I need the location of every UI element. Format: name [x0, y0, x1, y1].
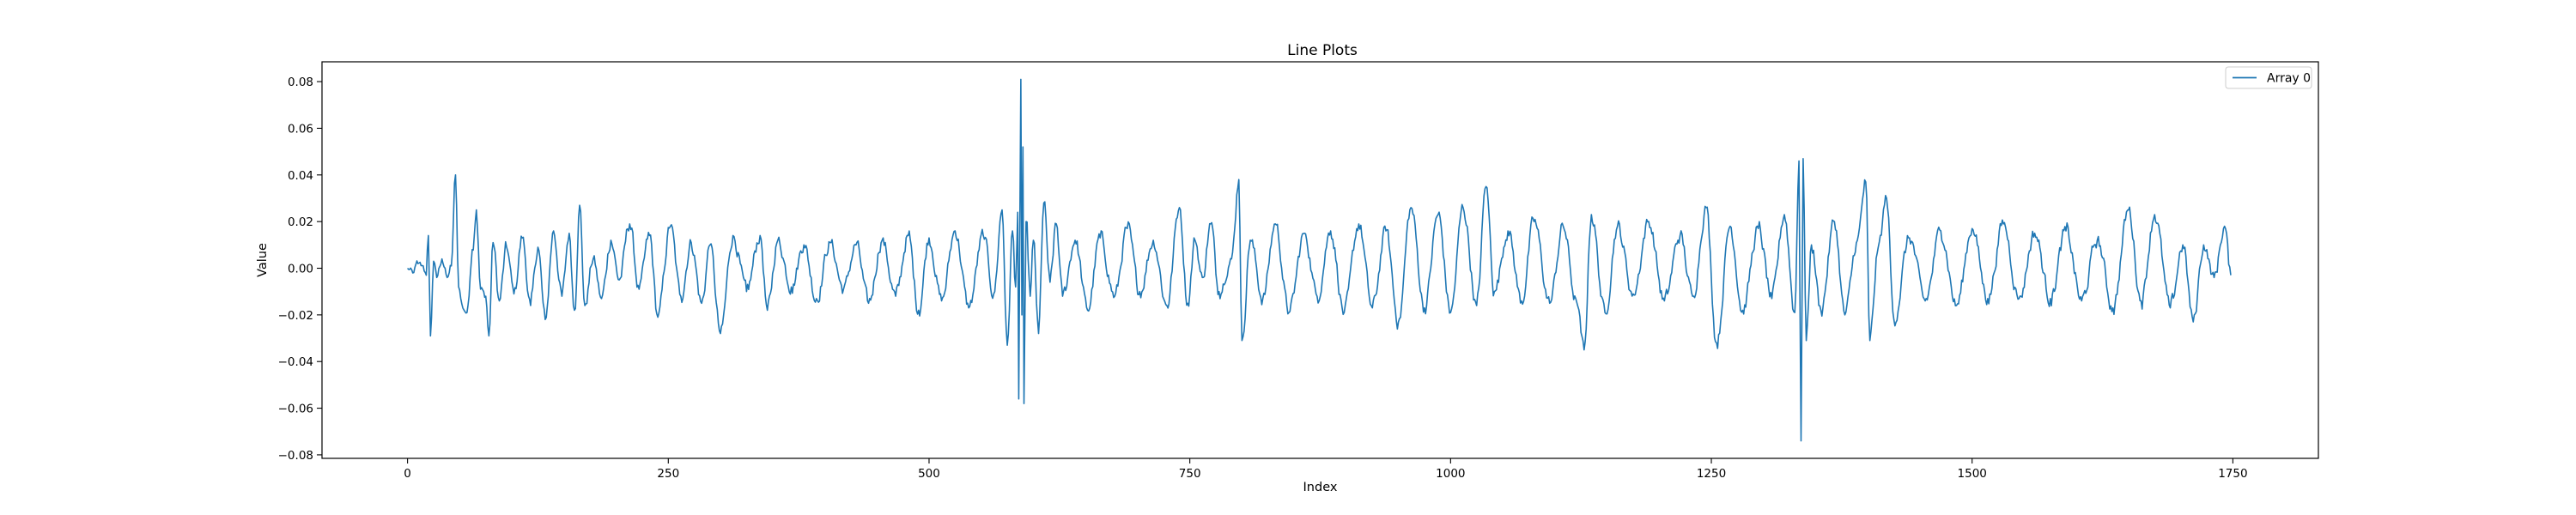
y-tick-label: 0.08 [288, 76, 313, 89]
y-tick-label: 0.02 [288, 215, 313, 229]
y-tick-label: 0.04 [288, 169, 313, 183]
x-tick-label: 750 [1179, 467, 1201, 481]
series-line-array-0 [407, 78, 2232, 442]
legend-box [2225, 66, 2312, 89]
plot-area [321, 61, 2319, 459]
x-tick-label: 500 [918, 467, 940, 481]
series-layer [407, 78, 2232, 442]
y-tick-label: −0.08 [278, 449, 313, 463]
plot-background [322, 62, 2318, 458]
y-tick-label: −0.04 [278, 355, 313, 369]
x-tick-label: 1000 [1436, 467, 1465, 481]
x-axis-ticks: 0 250 500 750 1000 1250 1500 1750 [404, 458, 2248, 481]
y-axis-label: Value [256, 243, 270, 277]
plot-frame [321, 61, 2319, 459]
x-tick-label: 1750 [2218, 467, 2247, 481]
x-tick-label: 1500 [1958, 467, 1987, 481]
y-tick-label: −0.06 [278, 403, 313, 416]
x-tick-label: 1250 [1697, 467, 1726, 481]
y-tick-label: −0.02 [278, 309, 313, 323]
x-tick-label: 0 [404, 467, 411, 481]
y-axis-ticks: −0.08 −0.06 −0.04 −0.02 0.00 0.02 0.04 0.06 0.08 [278, 76, 322, 463]
x-tick-label: 250 [657, 467, 679, 481]
legend-label-array-0: Array 0 [2267, 72, 2311, 86]
legend: Array 0 [2225, 66, 2312, 89]
x-axis-label: Index [1303, 481, 1338, 494]
chart-title: Line Plots [1287, 42, 1358, 59]
y-tick-label: 0.00 [288, 263, 313, 276]
y-tick-label: 0.06 [288, 122, 313, 136]
